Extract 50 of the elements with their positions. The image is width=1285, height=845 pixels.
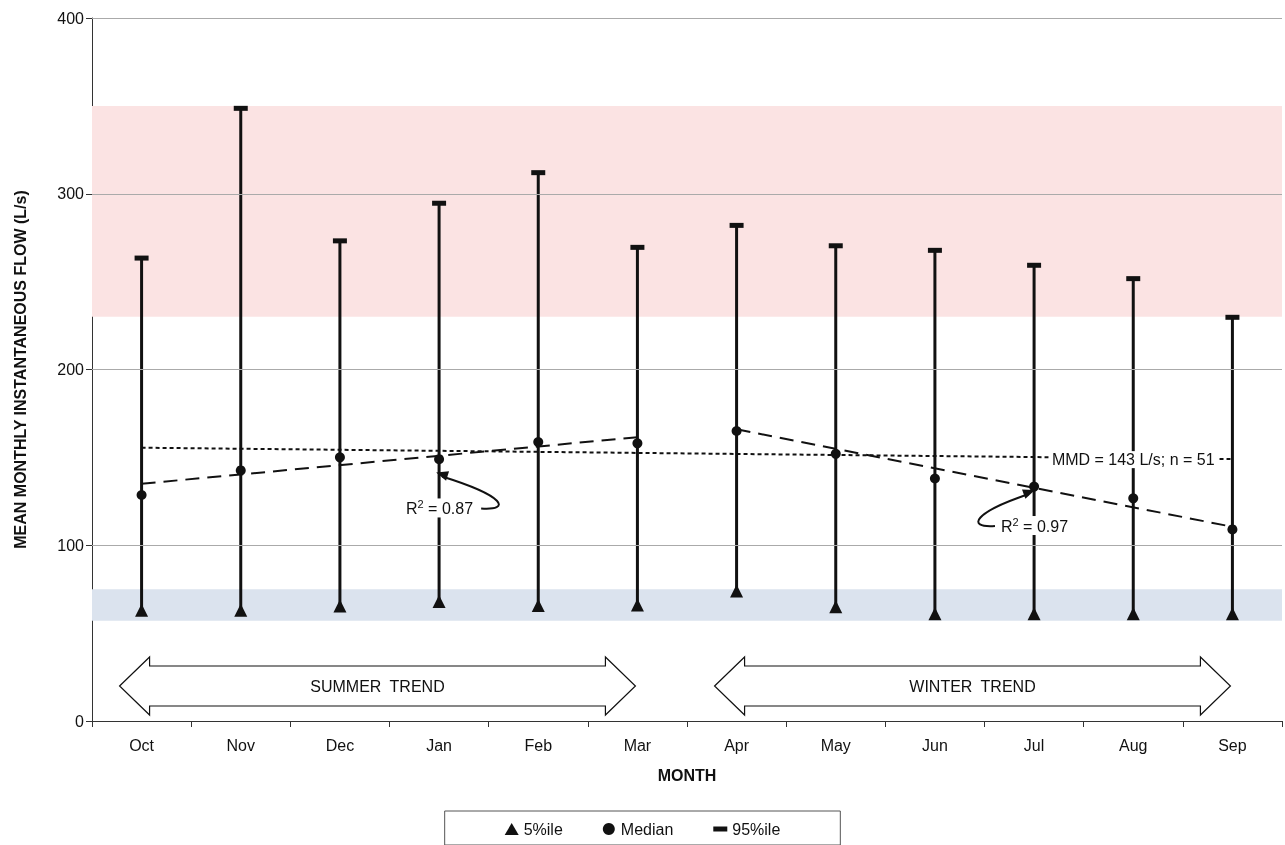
point bbox=[1225, 607, 1239, 621]
point bbox=[1126, 607, 1140, 621]
x-axis-title: MONTH bbox=[657, 766, 717, 784]
point bbox=[1227, 524, 1238, 535]
point bbox=[830, 448, 841, 459]
x-tick-label: May bbox=[820, 736, 851, 754]
point bbox=[630, 598, 644, 612]
point bbox=[434, 454, 445, 465]
point bbox=[1029, 481, 1040, 492]
y-tick-label: 400 bbox=[57, 9, 85, 27]
x-tick-label: Jan bbox=[426, 736, 452, 754]
annotation: WINTER TREND bbox=[909, 678, 1036, 695]
annotation: R$^{2}$ = 0.87 bbox=[405, 498, 474, 518]
point bbox=[234, 603, 248, 617]
legend-label: Median bbox=[620, 820, 674, 838]
annotation: MMD = 143 L/s; n = 51 bbox=[1051, 451, 1215, 469]
x-tick-label: Oct bbox=[129, 736, 155, 754]
annotation: SUMMER TREND bbox=[310, 678, 445, 695]
x-tick-label: Dec bbox=[325, 736, 355, 754]
y-tick-label: 300 bbox=[57, 185, 85, 203]
point bbox=[730, 584, 744, 598]
point bbox=[135, 603, 149, 617]
x-tick-label: Aug bbox=[1119, 736, 1148, 754]
point bbox=[829, 600, 843, 614]
x-tick-label: Jul bbox=[1023, 736, 1045, 754]
point bbox=[1128, 493, 1139, 504]
x-tick-label: Jun bbox=[922, 736, 948, 754]
point bbox=[136, 489, 147, 500]
legend-label: 95%ile bbox=[732, 820, 781, 838]
point bbox=[632, 438, 643, 449]
point bbox=[334, 452, 345, 463]
x-tick-label: Feb bbox=[524, 736, 553, 754]
point bbox=[731, 426, 742, 437]
y-tick-label: 0 bbox=[75, 712, 85, 730]
x-tick-label: Apr bbox=[724, 736, 750, 754]
x-tick-label: Nov bbox=[226, 736, 255, 754]
point bbox=[928, 607, 942, 621]
y-tick-label: 200 bbox=[57, 361, 85, 378]
y-tick-label: 100 bbox=[57, 536, 85, 554]
legend-label: 5%ile bbox=[523, 820, 563, 838]
point bbox=[1027, 607, 1041, 621]
y-axis-title: MEAN MONTHLY INSTANTANEOUS FLOW (L/s) bbox=[11, 190, 29, 549]
point bbox=[531, 599, 545, 613]
point bbox=[333, 599, 347, 613]
x-tick-label: Mar bbox=[623, 736, 652, 754]
point bbox=[929, 473, 940, 484]
point bbox=[235, 465, 246, 476]
x-tick-label: Sep bbox=[1218, 736, 1247, 754]
annotation: R$^{2}$ = 0.97 bbox=[1000, 516, 1069, 536]
point bbox=[533, 437, 544, 448]
